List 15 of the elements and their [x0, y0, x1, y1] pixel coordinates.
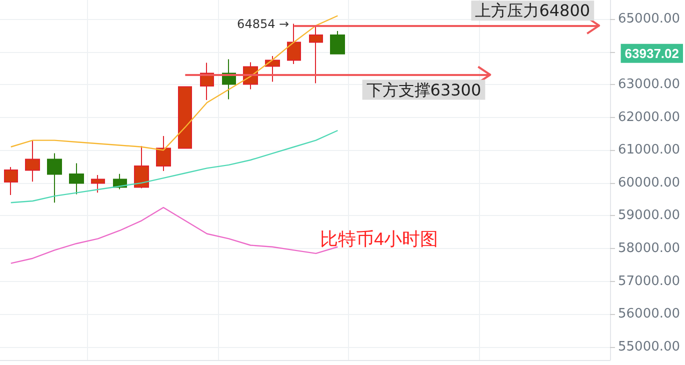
annotation: 比特币4小时图	[320, 229, 438, 249]
ref-line-label: 上方压力64800	[475, 1, 590, 20]
y-tick-label: 55000.00	[618, 339, 680, 354]
text: 63937.02	[624, 46, 680, 61]
y-tick-label: 58000.00	[618, 241, 680, 256]
y-tick-label: 56000.00	[618, 306, 680, 322]
y-tick-label: 65000.00	[618, 12, 680, 27]
y-tick-label: 59000.00	[618, 208, 680, 224]
annotation: 64854 →	[237, 16, 290, 31]
y-tick-label: 57000.00	[618, 274, 680, 289]
legend-label: 下方支撑63300	[366, 80, 482, 100]
y-tick-label: 63000.00	[618, 77, 680, 92]
y-tick-label: 62000.00	[618, 110, 680, 125]
y-tick-label: 61000.00	[618, 142, 680, 158]
y-tick-label: 60000.00	[618, 175, 680, 190]
